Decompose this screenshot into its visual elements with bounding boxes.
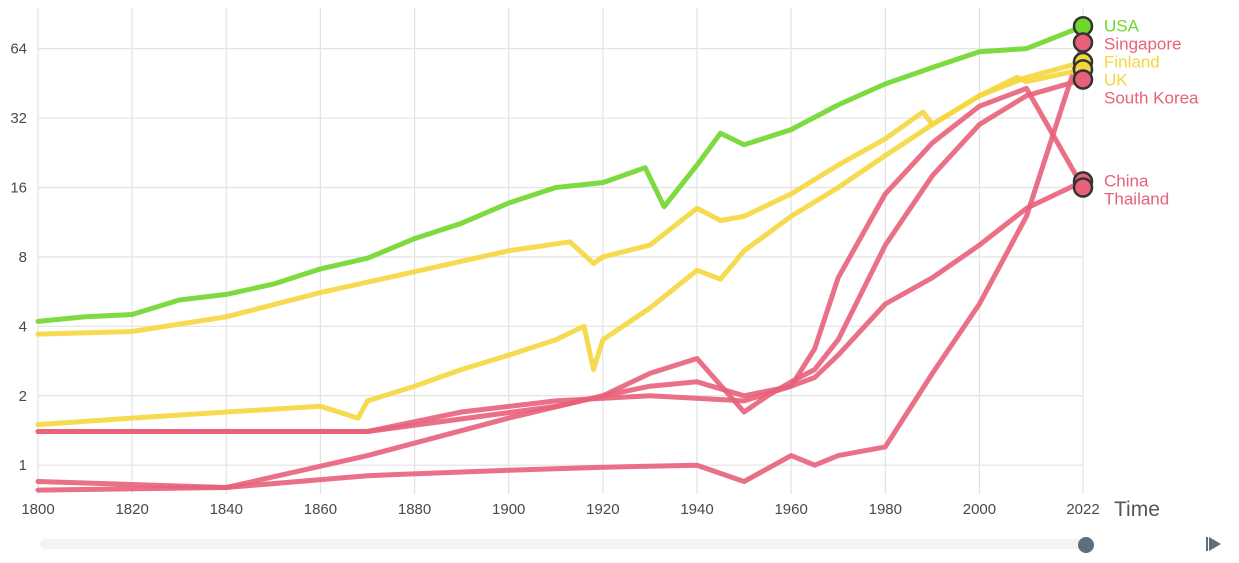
vertical-gridlines — [37, 8, 1084, 494]
x-tick-label: 1900 — [492, 501, 525, 518]
x-tick-label: 1820 — [115, 501, 148, 518]
series-end-markers — [1072, 16, 1094, 198]
end-label-usa: USA — [1104, 16, 1140, 35]
x-axis-title: Time — [1114, 498, 1160, 521]
y-tick-label: 8 — [19, 249, 27, 266]
x-tick-label: 1840 — [210, 501, 243, 518]
y-tick-label: 2 — [19, 388, 27, 405]
series-line-thailand — [35, 85, 1086, 493]
end-label-singapore: Singapore — [1104, 34, 1182, 53]
play-icon[interactable] — [1204, 534, 1224, 554]
y-tick-label: 16 — [10, 179, 27, 196]
x-tick-label: 2000 — [963, 501, 996, 518]
series-line-uk — [35, 66, 1086, 337]
end-label-finland: Finland — [1104, 52, 1160, 71]
timeline-slider-handle[interactable] — [1078, 537, 1094, 553]
series-line-usa — [35, 23, 1086, 324]
end-label-thailand: Thailand — [1104, 189, 1169, 208]
x-tick-label: 1800 — [21, 501, 54, 518]
series-lines — [35, 23, 1086, 493]
series-line-singapore — [35, 40, 1086, 490]
end-label-china: China — [1104, 171, 1149, 190]
y-tick-label: 64 — [10, 41, 27, 58]
y-tick-label: 32 — [10, 110, 27, 127]
end-marker-south-korea — [1072, 69, 1094, 90]
series-line-china — [35, 178, 1086, 434]
x-tick-label: 1860 — [304, 501, 337, 518]
x-axis-tick-labels: 1800 1820 1840 1860 1880 1900 1920 1940 1960 1980… — [21, 501, 1099, 518]
end-marker-thailand — [1072, 177, 1094, 198]
end-marker-singapore — [1072, 32, 1094, 53]
end-label-uk: UK — [1104, 70, 1128, 89]
x-tick-label: 1880 — [398, 501, 431, 518]
y-axis-tick-labels: 1 2 4 8 16 32 64 — [10, 41, 27, 475]
x-tick-label: 1960 — [774, 501, 807, 518]
y-tick-label: 1 — [19, 457, 27, 474]
x-tick-label: 1920 — [586, 501, 619, 518]
x-tick-label: 1940 — [680, 501, 713, 518]
series-line-finland — [35, 59, 1086, 428]
x-tick-label: 1980 — [869, 501, 902, 518]
timeline-slider-track[interactable] — [40, 539, 1090, 549]
end-label-south-korea: South Korea — [1104, 88, 1199, 107]
y-tick-label: 4 — [19, 318, 27, 335]
x-tick-label: 2022 — [1066, 501, 1099, 518]
